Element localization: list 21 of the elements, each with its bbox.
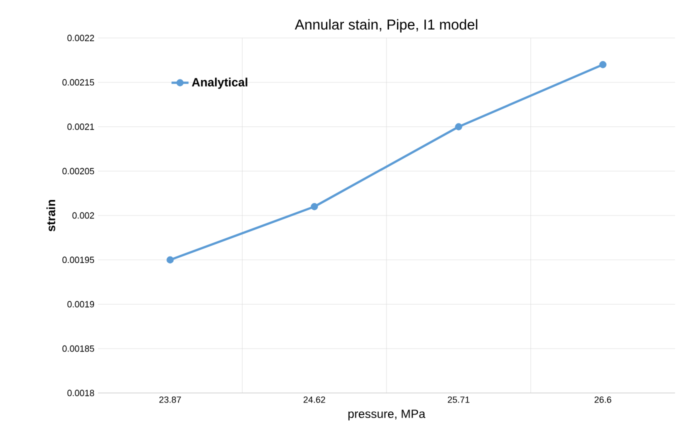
legend-label: Analytical — [192, 78, 248, 89]
x-tick-label: 25.71 — [448, 396, 470, 403]
point — [310, 203, 318, 210]
y-axis-title: strain — [46, 200, 56, 232]
point — [599, 61, 606, 68]
x-tick-label: 23.87 — [159, 396, 181, 403]
chart-title: Annular stain, Pipe, I1 model — [294, 19, 478, 32]
x-axis-title: pressure, MPa — [348, 410, 426, 420]
point — [166, 256, 174, 264]
point — [455, 123, 462, 130]
y-tick-label: 0.002 — [72, 212, 94, 219]
x-tick-label: 24.62 — [304, 396, 326, 403]
y-tick-label: 0.0018 — [67, 390, 94, 396]
y-tick-label: 0.00195 — [62, 256, 94, 264]
x-tick-label: 26.6 — [594, 396, 612, 403]
y-tick-label: 0.0019 — [67, 301, 94, 308]
y-tick-label: 0.00205 — [62, 168, 94, 174]
y-tick-label: 0.00215 — [62, 79, 94, 86]
y-tick-label: 0.00185 — [62, 345, 94, 352]
y-tick-label: 0.0021 — [67, 124, 94, 130]
y-tick-label: 0.0022 — [67, 34, 94, 42]
